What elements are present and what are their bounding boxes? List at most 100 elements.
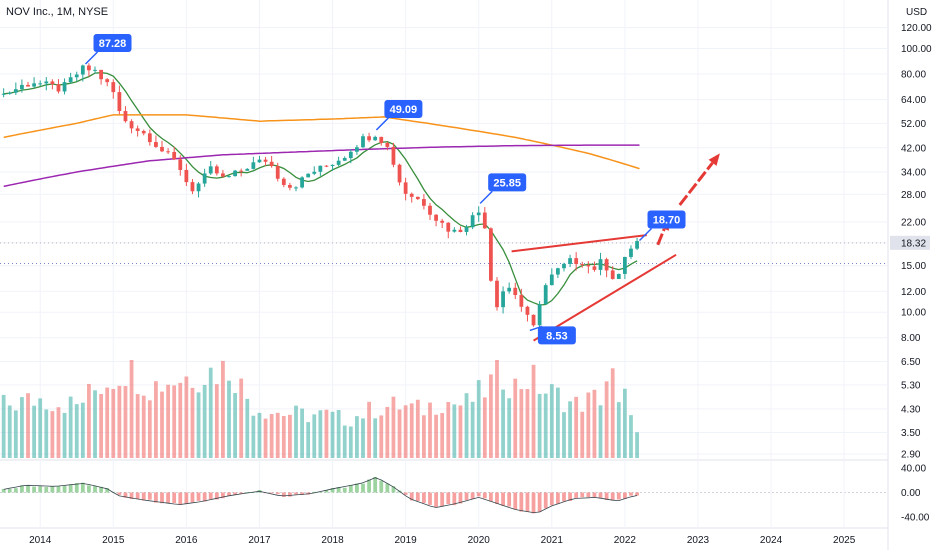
oscillator-bar: [208, 492, 213, 500]
oscillator-bar: [245, 492, 250, 493]
volume-bar: [56, 407, 61, 458]
oscillator-bar: [251, 492, 256, 493]
oscillator-bar: [434, 492, 438, 508]
candle-body: [415, 196, 420, 200]
oscillator-bar: [470, 492, 475, 499]
volume-bar: [501, 389, 505, 458]
oscillator-bar: [446, 492, 451, 505]
volume-bar: [629, 415, 633, 458]
oscillator-bar: [1, 488, 6, 493]
volume-bar: [26, 393, 30, 458]
candle-body: [160, 146, 164, 152]
volume-bar: [141, 395, 146, 458]
price-tick-label: 12.00: [901, 287, 926, 298]
candle-body: [574, 258, 579, 265]
candle-body: [208, 166, 213, 174]
candle-body: [543, 285, 548, 305]
volume-bar: [239, 378, 244, 458]
candle-body: [373, 136, 378, 141]
candle-body: [458, 229, 463, 232]
candle-body: [239, 170, 244, 172]
candle-body: [74, 74, 79, 78]
oscillator-bar: [598, 492, 603, 498]
volume-bar: [172, 385, 177, 458]
volume-bar: [263, 418, 268, 458]
oscillator-bar: [562, 492, 566, 502]
volume-bar: [379, 415, 384, 458]
volume-bar: [269, 414, 274, 458]
time-tick-label: 2017: [248, 535, 271, 546]
volume-bar: [166, 384, 170, 458]
candle-body: [196, 183, 201, 192]
volume-bar: [32, 405, 36, 458]
candle-body: [300, 177, 304, 188]
candle-body: [288, 184, 292, 188]
oscillator-bar: [507, 492, 512, 507]
oscillator-bar: [93, 485, 97, 493]
volume-bar: [562, 412, 566, 458]
oscillator-bar: [117, 492, 122, 495]
oscillator-bar: [635, 492, 639, 496]
time-tick-label: 2023: [687, 535, 710, 546]
oscillator-bar: [592, 492, 597, 498]
candle-body: [44, 81, 49, 84]
volume-bar: [489, 374, 493, 458]
time-tick-label: 2020: [468, 535, 491, 546]
callout-label: 8.53: [546, 330, 567, 342]
callout-badge: [537, 326, 576, 345]
oscillator-bar: [586, 492, 591, 498]
volume-bar: [568, 401, 572, 458]
callouts: 87.28 49.09 25.85 8.53 18.70: [84, 34, 686, 345]
volume-bar: [160, 391, 164, 458]
candle-body: [281, 178, 286, 185]
candle-body: [20, 84, 24, 90]
callout-label: 87.28: [99, 38, 127, 50]
volume-bar: [592, 389, 597, 458]
volume-bar: [422, 415, 426, 458]
volume-bar: [221, 360, 225, 458]
volume-bar: [38, 398, 43, 458]
candle-body: [294, 187, 298, 189]
candle-body: [452, 229, 457, 232]
candle-body: [409, 193, 414, 197]
volume-bar: [373, 418, 378, 458]
candle-body: [403, 182, 408, 194]
candle-body: [342, 158, 347, 161]
oscillator-bar: [428, 492, 432, 505]
oscillator-bar: [196, 492, 201, 501]
volume-bar: [355, 416, 359, 458]
candle-body: [178, 159, 183, 170]
price-tick-label: 4.30: [901, 404, 921, 415]
candle-body: [598, 259, 603, 270]
oscillator-bar: [531, 492, 536, 514]
time-tick-label: 2014: [29, 535, 52, 546]
candle-body: [556, 268, 560, 275]
price-tick-label: 10.00: [901, 308, 926, 319]
oscillator-bar: [422, 492, 426, 503]
volume-bar: [336, 410, 341, 458]
candle-body: [245, 168, 250, 171]
candle-body: [147, 133, 152, 143]
volume-bar: [385, 406, 390, 458]
candle-body: [519, 295, 524, 307]
volume-bar: [178, 382, 183, 458]
candle-body: [26, 84, 30, 87]
candle-body: [105, 79, 110, 83]
candle-body: [184, 169, 189, 183]
candle-body: [336, 160, 341, 165]
volume-bar: [476, 380, 481, 458]
oscillator-bar: [221, 492, 225, 499]
candle-body: [172, 151, 177, 160]
oscillator-bar: [275, 492, 280, 495]
volume-bar: [288, 414, 292, 458]
oscillator: [1, 476, 639, 514]
candle-body: [568, 258, 572, 264]
volume-bar: [446, 402, 451, 458]
candle-body: [117, 92, 122, 112]
candle-body: [227, 176, 231, 178]
candles: [1, 63, 639, 330]
volume-bar: [318, 410, 323, 458]
callout-label: 25.85: [493, 177, 521, 189]
volume-bar: [330, 411, 335, 458]
volume-bar: [257, 412, 262, 458]
